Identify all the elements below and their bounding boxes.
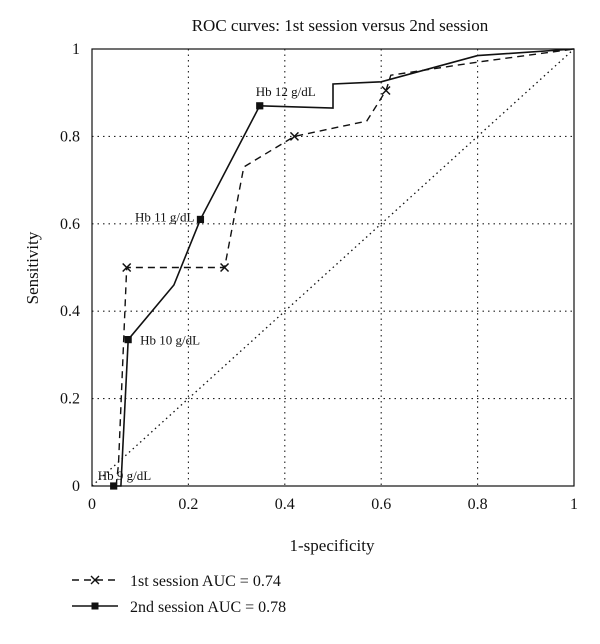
x-marker [289, 131, 299, 141]
annotation-label: Hb 9 g/dL [98, 468, 152, 483]
annotation-label: Hb 12 g/dL [256, 84, 316, 99]
legend-x-marker-icon [90, 575, 100, 585]
x-axis-label: 1-specificity [290, 536, 375, 555]
legend: 1st session AUC = 0.74 2nd session AUC =… [72, 573, 286, 616]
x-marker [220, 262, 230, 273]
y-tick-labels: 0 0.2 0.4 0.6 0.8 1 [60, 41, 80, 495]
y-tick-label: 0.2 [60, 391, 80, 408]
legend-label-2nd-session: 2nd session AUC = 0.78 [130, 599, 286, 616]
x-tick-label: 0.4 [275, 496, 295, 513]
diagonal-reference-line [91, 48, 575, 487]
grid-lines [92, 49, 574, 486]
legend-label-1st-session: 1st session AUC = 0.74 [130, 573, 281, 590]
y-tick-label: 0.4 [60, 303, 80, 320]
y-tick-label: 0.8 [60, 128, 80, 145]
annotation-label: Hb 10 g/dL [140, 333, 200, 348]
x-tick-label: 0.6 [371, 496, 391, 513]
x-tick-label: 0 [88, 496, 96, 513]
square-marker [196, 215, 205, 224]
square-marker [256, 102, 264, 110]
y-tick-label: 1 [72, 41, 80, 58]
x-tick-label: 0.2 [178, 496, 198, 513]
series-2nd-session-markers [110, 102, 264, 490]
y-tick-label: 0 [72, 478, 80, 495]
annotations: Hb 9 g/dL Hb 10 g/dL Hb 11 g/dL Hb 12 g/dL [98, 84, 316, 483]
legend-item-2nd-session: 2nd session AUC = 0.78 [72, 599, 286, 616]
x-tick-label: 1 [570, 496, 578, 513]
x-marker [381, 85, 391, 96]
chart-title: ROC curves: 1st session versus 2nd sessi… [192, 16, 489, 35]
series-1st-session-markers [122, 85, 391, 273]
series-1st-session-line [115, 48, 575, 487]
x-tick-labels: 0 0.2 0.4 0.6 0.8 1 [88, 496, 578, 513]
series-2nd-session-line [113, 48, 575, 487]
y-tick-label: 0.6 [60, 216, 80, 233]
plot-frame [91, 48, 575, 487]
x-tick-label: 0.8 [468, 496, 488, 513]
legend-item-1st-session: 1st session AUC = 0.74 [72, 573, 281, 590]
y-axis-label: Sensitivity [23, 231, 42, 304]
legend-square-marker-icon [91, 602, 99, 610]
square-marker [124, 336, 132, 344]
x-marker [122, 262, 132, 273]
annotation-label: Hb 11 g/dL [135, 209, 195, 224]
